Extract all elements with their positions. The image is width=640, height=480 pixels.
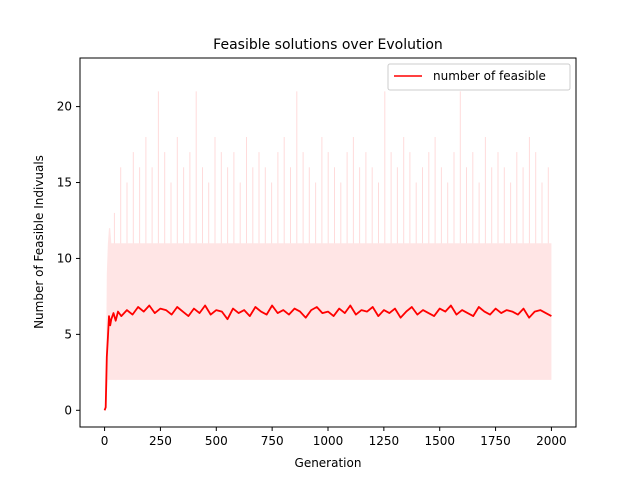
legend-box (387, 63, 571, 91)
range-band (104, 228, 552, 411)
y-tick-label: 0 (64, 403, 72, 417)
y-tick-label: 5 (64, 327, 72, 341)
plot-area (103, 91, 552, 411)
x-tick-label: 1500 (424, 434, 455, 448)
x-tick-label: 500 (205, 434, 228, 448)
y-axis-ticks: 0 5 10 15 20 (57, 100, 80, 417)
y-axis-label: Number of Feasible Indivuals (32, 155, 46, 329)
x-tick-label: 750 (261, 434, 284, 448)
y-tick-label: 15 (57, 176, 72, 190)
series-line (103, 304, 552, 411)
legend-entry-label: number of feasible (433, 69, 546, 83)
y-tick-label: 10 (57, 251, 72, 265)
x-tick-label: 250 (149, 434, 172, 448)
plot-frame (79, 57, 577, 428)
x-tick-label: 1250 (369, 434, 400, 448)
chart-title: Feasible solutions over Evolution (213, 37, 443, 53)
x-tick-label: 1000 (313, 434, 344, 448)
x-tick-label: 2000 (536, 434, 567, 448)
x-axis-ticks: 0 250 500 750 1000 1250 1500 1750 2000 (101, 427, 567, 448)
x-tick-label: 0 (101, 434, 109, 448)
x-axis-label: Generation (295, 456, 362, 470)
y-tick-label: 20 (57, 100, 72, 114)
x-tick-label: 1750 (480, 434, 511, 448)
legend: number of feasible (387, 63, 571, 91)
